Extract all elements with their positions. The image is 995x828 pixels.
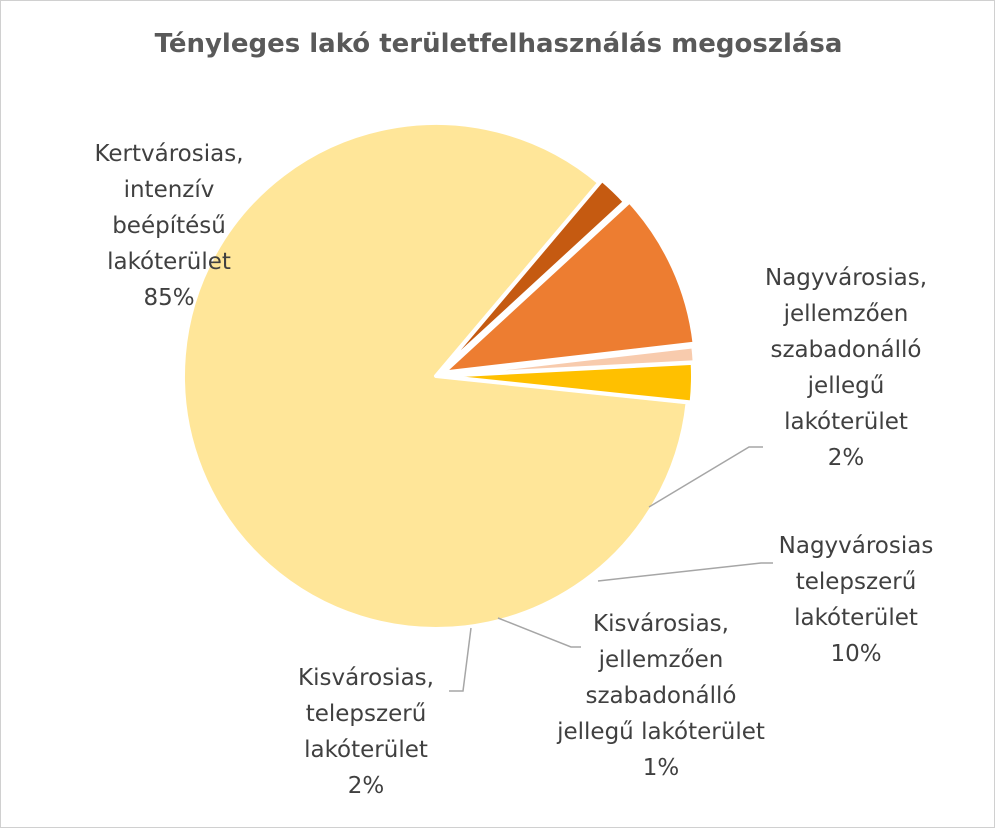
data-label-category: lakóterület [107,249,231,275]
leader-line [497,617,581,648]
pie-slice [437,360,695,405]
data-label-category: intenzív [124,177,215,203]
data-label-category: telepszerű [306,701,427,727]
data-label: Kertvárosias, intenzív beépítésű lakóterüle… [94,141,243,311]
data-label: Kisvárosias, telepszerű lakóterület 2% [298,665,434,799]
pie-slices [181,121,697,631]
data-label-value: 85% [143,285,194,311]
pie-slice [181,121,690,631]
data-label-value: 10% [830,641,881,667]
data-label-category: lakóterület [304,737,428,763]
data-label-value: 2% [348,773,385,799]
leader-line [449,627,472,692]
data-label-category: lakóterület [794,605,918,631]
pie-slice [439,344,697,378]
data-labels: Kertvárosias, intenzív beépítésű lakóterüle… [94,141,933,799]
data-label-category: jellegű lakóterület [556,719,765,745]
leader-lines [449,446,773,692]
data-label: Kisvárosias, jellemzően szabadonálló jelleg… [556,611,765,781]
pie-slice [441,199,697,375]
data-label-category: jellemzően [783,301,909,327]
data-label-category: telepszerű [796,569,917,595]
data-label-category: szabadonálló [585,683,736,709]
data-label-category: Nagyvárosias [779,533,934,559]
data-label-value: 1% [643,755,680,781]
data-label-category: Kertvárosias, [94,141,243,167]
data-label: Nagyvárosias, jellemzően szabadonálló jelle… [765,265,927,471]
leader-line [597,562,773,582]
data-label-value: 2% [828,445,865,471]
leader-line [648,446,763,508]
data-label-category: lakóterület [784,409,908,435]
data-label-category: szabadonálló [770,337,921,363]
pie-slice [436,177,628,376]
chart-title: Tényleges lakó területfelhasználás megos… [154,29,843,59]
data-label-category: jellegű [807,373,885,399]
data-label: Nagyvárosias telepszerű lakóterület 10% [779,533,934,667]
data-label-category: jellemzően [598,647,724,673]
data-label-category: Kisvárosias, [298,665,434,691]
data-label-category: Kisvárosias, [593,611,729,637]
data-label-category: beépítésű [112,213,226,239]
data-label-category: Nagyvárosias, [765,265,927,291]
